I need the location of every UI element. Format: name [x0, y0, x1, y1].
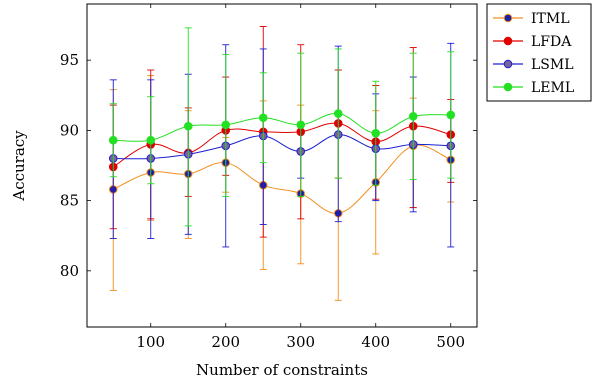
- y-tick-label: 90: [60, 121, 79, 139]
- x-tick-label: 100: [136, 333, 165, 351]
- legend-entry: LEML: [493, 80, 574, 96]
- data-point: [371, 128, 381, 138]
- legend: ITML LFDA LSML LEML: [486, 3, 592, 102]
- data-point: [333, 109, 343, 118]
- legend-label: LSML: [531, 57, 574, 73]
- y-axis-label: Accuracy: [10, 130, 28, 202]
- series-lfda: [108, 26, 456, 238]
- series-line: [113, 144, 451, 214]
- x-axis-label: Number of constraints: [196, 361, 368, 379]
- x-tick-label: 200: [211, 333, 240, 351]
- axis-ticks: 100 200 300 400 500 80 85 90 95: [60, 4, 477, 351]
- data-point: [108, 135, 118, 145]
- x-tick-label: 400: [361, 333, 390, 351]
- series-itml: [108, 69, 456, 301]
- legend-entry: LFDA: [493, 34, 572, 50]
- data-point: [221, 120, 231, 130]
- legend-entry: ITML: [493, 11, 570, 27]
- legend-entry: LSML: [493, 57, 574, 73]
- legend-marker: [503, 36, 513, 46]
- legend-label: LFDA: [531, 34, 572, 50]
- y-tick-label: 85: [60, 192, 79, 210]
- data-point: [296, 120, 306, 130]
- plot-area: [108, 26, 456, 301]
- legend-label: ITML: [531, 11, 570, 27]
- data-point: [146, 135, 156, 145]
- legend-marker: [503, 82, 513, 92]
- data-point: [408, 112, 418, 121]
- data-point: [183, 121, 193, 131]
- y-tick-label: 80: [60, 262, 79, 280]
- y-tick-label: 95: [60, 51, 79, 69]
- x-tick-label: 300: [286, 333, 315, 351]
- legend-marker: [503, 13, 513, 23]
- legend-label: LEML: [531, 80, 574, 96]
- data-point: [446, 110, 456, 120]
- legend-marker: [503, 59, 513, 69]
- x-tick-label: 500: [436, 333, 465, 351]
- series-line: [113, 113, 451, 142]
- data-point: [258, 113, 268, 123]
- series-line: [112, 122, 451, 168]
- plot-frame: [86, 3, 478, 328]
- series-line: [113, 134, 451, 160]
- series-leml: [108, 27, 456, 227]
